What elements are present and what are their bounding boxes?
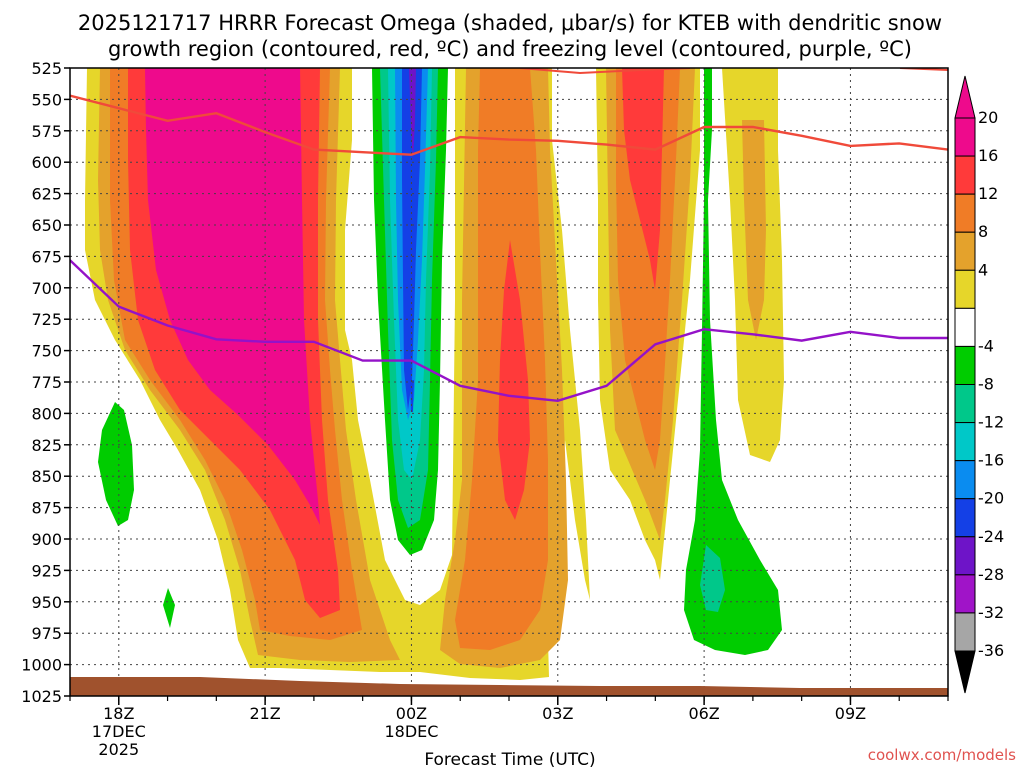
x-tick-label: 03Z bbox=[542, 704, 573, 723]
omega-region-teal-right bbox=[700, 545, 725, 612]
omega-shading bbox=[85, 68, 784, 680]
colorbar-label: -8 bbox=[978, 375, 994, 394]
credit-text: coolwx.com/models bbox=[868, 746, 1016, 764]
colorbar-bin bbox=[954, 117, 976, 157]
omega-region-red-center bbox=[498, 240, 530, 520]
x-tick-year: 2025 bbox=[98, 740, 139, 759]
omega-region-purple-center bbox=[409, 68, 416, 160]
colorbar-label: 8 bbox=[978, 222, 988, 241]
y-tick-label: 825 bbox=[31, 436, 62, 455]
y-tick-label: 750 bbox=[31, 342, 62, 361]
dendritic-growth-contour bbox=[70, 94, 948, 156]
omega-region-red-mid bbox=[622, 68, 664, 290]
colorbar-bin bbox=[954, 422, 976, 462]
y-tick-label: 600 bbox=[31, 153, 62, 172]
y-tick-label: 925 bbox=[31, 561, 62, 580]
y-tick-label: 675 bbox=[31, 247, 62, 266]
colorbar-label: -16 bbox=[978, 451, 1004, 470]
colorbar-bin bbox=[954, 307, 976, 347]
colorbar-top-arrow bbox=[954, 75, 976, 119]
y-tick-label: 1025 bbox=[21, 687, 62, 706]
y-tick-label: 900 bbox=[31, 530, 62, 549]
y-tick-label: 975 bbox=[31, 624, 62, 643]
terrain bbox=[70, 677, 948, 696]
colorbar-bin bbox=[954, 384, 976, 424]
x-tick-date: 18DEC bbox=[384, 722, 438, 741]
y-tick-label: 1000 bbox=[21, 656, 62, 675]
omega-region-green-spot-19z bbox=[163, 588, 175, 628]
x-axis-label: Forecast Time (UTC) bbox=[424, 750, 595, 768]
grid bbox=[70, 68, 948, 696]
y-tick-label: 800 bbox=[31, 404, 62, 423]
y-tick-label: 700 bbox=[31, 279, 62, 298]
colorbar-bin bbox=[954, 574, 976, 614]
omega-region-goldenrod-right bbox=[742, 120, 766, 340]
colorbar-bin bbox=[954, 536, 976, 576]
colorbar-label: 4 bbox=[978, 260, 988, 279]
x-tick-label: 21Z bbox=[249, 704, 280, 723]
colorbar-label: -28 bbox=[978, 565, 1004, 584]
colorbar-label: 20 bbox=[978, 108, 998, 127]
colorbar-label: 16 bbox=[978, 146, 998, 165]
colorbar-label: -32 bbox=[978, 603, 1004, 622]
freezing-level-contour bbox=[70, 259, 948, 403]
y-tick-label: 850 bbox=[31, 467, 62, 486]
x-tick-label: 00Z bbox=[396, 704, 427, 723]
colorbar-bin bbox=[954, 193, 976, 233]
chart-title-line2: growth region (contoured, red, ºC) and f… bbox=[108, 37, 912, 61]
colorbar-bin bbox=[954, 460, 976, 500]
omega-region-green-spot-18z bbox=[98, 402, 134, 526]
colorbar-bin bbox=[954, 345, 976, 385]
colorbar-bin bbox=[954, 231, 976, 271]
colorbar: 20 16 12 8 4 -4 -8 -12 -16 -20 -24 -28 -32 -36 bbox=[954, 75, 1004, 694]
y-tick-label: 950 bbox=[31, 593, 62, 612]
x-tick-label: 06Z bbox=[688, 704, 719, 723]
colorbar-label: -20 bbox=[978, 489, 1004, 508]
omega-region-green-right bbox=[684, 68, 782, 655]
y-axis-ticks: 525 550 575 600 625 650 675 700 725 750 775 800 825 8… bbox=[21, 59, 70, 706]
y-tick-label: 550 bbox=[31, 90, 62, 109]
omega-region-magenta-left bbox=[145, 68, 320, 525]
colorbar-label: -4 bbox=[978, 336, 994, 355]
colorbar-bin bbox=[954, 612, 976, 652]
colorbar-label: -36 bbox=[978, 641, 1004, 660]
y-tick-label: 625 bbox=[31, 185, 62, 204]
y-tick-label: 725 bbox=[31, 310, 62, 329]
x-tick-label: 18Z bbox=[103, 704, 134, 723]
y-tick-label: 875 bbox=[31, 499, 62, 518]
y-tick-label: 525 bbox=[31, 59, 62, 78]
colorbar-bin bbox=[954, 498, 976, 538]
x-tick-label: 09Z bbox=[835, 704, 866, 723]
colorbar-label: 12 bbox=[978, 184, 998, 203]
colorbar-label: -24 bbox=[978, 527, 1004, 546]
x-tick-date: 17DEC bbox=[92, 722, 146, 741]
y-tick-label: 650 bbox=[31, 216, 62, 235]
colorbar-label: -12 bbox=[978, 413, 1004, 432]
colorbar-bin bbox=[954, 269, 976, 309]
colorbar-bottom-arrow bbox=[954, 650, 976, 694]
chart-title-line1: 2025121717 HRRR Forecast Omega (shaded, … bbox=[78, 11, 942, 35]
y-tick-label: 575 bbox=[31, 122, 62, 141]
colorbar-bin bbox=[954, 155, 976, 195]
y-tick-label: 775 bbox=[31, 373, 62, 392]
